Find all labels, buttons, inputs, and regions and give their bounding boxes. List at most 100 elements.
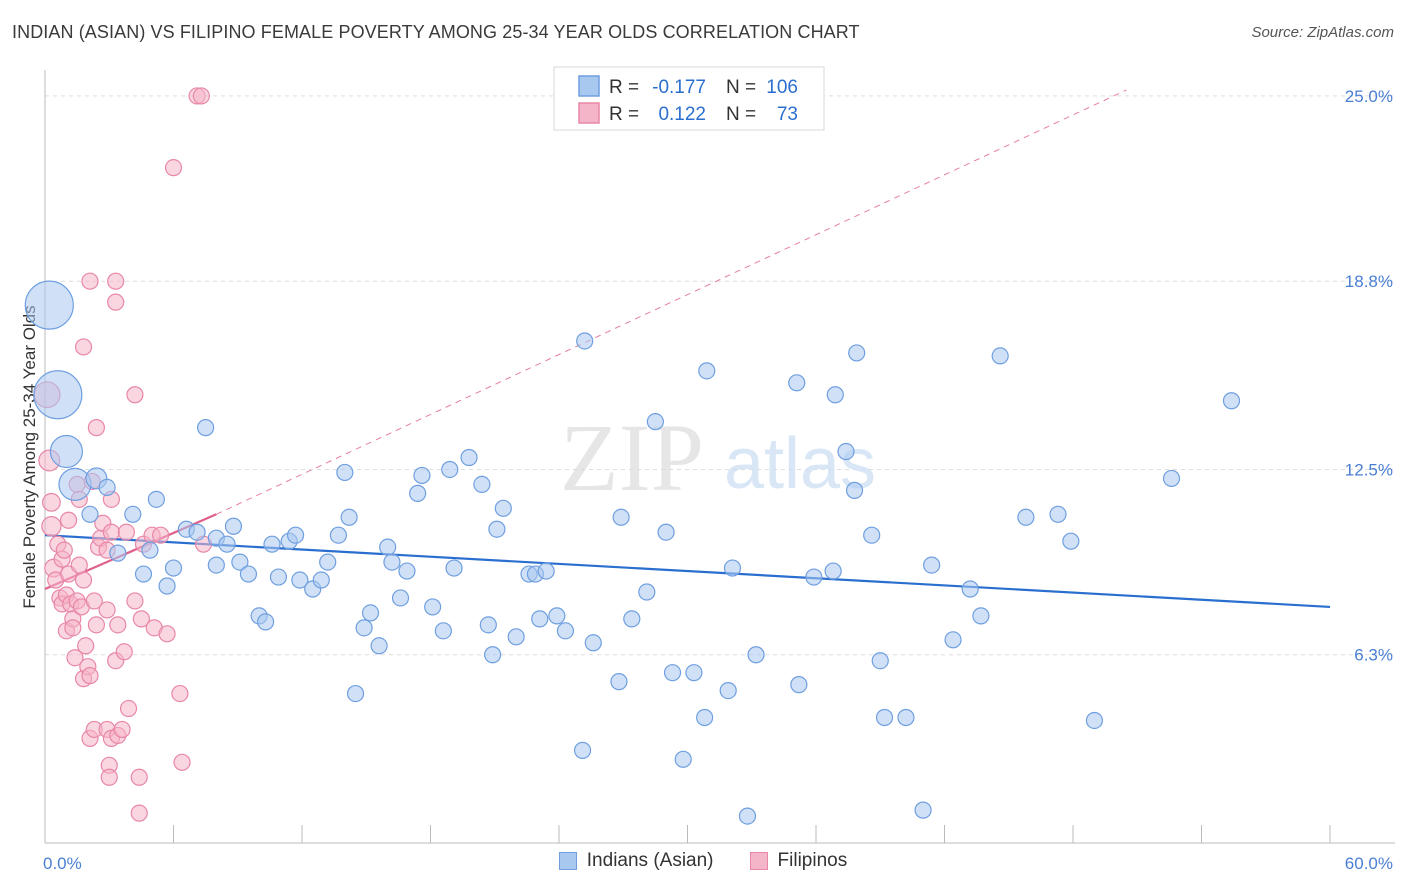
indian-point (346, 684, 365, 703)
indian-point (124, 505, 142, 523)
filipino-point (81, 667, 99, 685)
indian-point (207, 556, 225, 574)
stats-legend-n-value-1: 106 (766, 77, 798, 98)
indian-point (473, 475, 491, 494)
filipino-point (87, 419, 106, 437)
indian-point (494, 499, 512, 517)
indian-point (848, 344, 866, 362)
filipino-point (64, 619, 82, 637)
filipino-point (74, 571, 93, 589)
filipino-point (77, 637, 95, 655)
filipino-point (132, 610, 150, 628)
tick-labels: 6.3% 12.5% 18.8% 25.0% 0.0% 60.0% (43, 87, 1393, 873)
filipino-point (113, 720, 131, 739)
chart-title: INDIAN (ASIAN) VS FILIPINO FEMALE POVERT… (12, 22, 860, 42)
filipino-point (126, 592, 144, 610)
indian-point (914, 801, 932, 819)
stats-legend: R = -0.177 N = 106 R = 0.122 N = 73 (553, 66, 825, 131)
filipino-point (109, 616, 127, 634)
indian-point (81, 505, 99, 523)
indian-point (674, 750, 692, 768)
indian-point (805, 568, 823, 586)
indian-point (1049, 505, 1067, 523)
stats-legend-r-label-1: R = (609, 77, 639, 98)
filipino-point (102, 523, 120, 541)
indian-point (845, 481, 864, 499)
indian-point (231, 553, 249, 571)
legend-label-filipinos: Filipinos (777, 850, 848, 871)
indian-point (788, 374, 806, 392)
filipino-point (130, 768, 148, 786)
indian-point (1222, 392, 1241, 410)
indian-point (507, 628, 525, 646)
indian-point (871, 652, 889, 670)
indian-point (58, 467, 92, 502)
x-tick-label: 0.0% (43, 854, 82, 873)
y-tick-label: 25.0% (1345, 87, 1393, 106)
filipino-point (152, 526, 170, 544)
indian-point (398, 562, 416, 580)
indian-point (698, 362, 716, 380)
indian-point (1062, 532, 1080, 550)
legend-swatch-blue (558, 852, 577, 870)
stats-legend-r-value-1: -0.177 (652, 77, 706, 98)
watermark-zip: ZIP (560, 404, 704, 511)
filipino-point (70, 556, 88, 574)
indian-point (685, 664, 703, 682)
filipino-point (87, 616, 106, 634)
stats-legend-n-value-2: 73 (777, 104, 798, 125)
y-tick-label: 6.3% (1354, 646, 1393, 665)
indian-point (1162, 469, 1181, 488)
filipino-point (85, 592, 103, 610)
indian-point (319, 553, 337, 571)
indian-point (961, 580, 979, 598)
indian-point (197, 419, 215, 437)
indian-point (329, 526, 348, 544)
filipino-point (41, 516, 62, 537)
indian-point (370, 637, 388, 655)
indian-point (424, 598, 442, 616)
indian-point (826, 386, 844, 404)
indian-point (638, 583, 656, 601)
indian-point (263, 535, 281, 553)
filipino-point (81, 272, 99, 290)
indian-point (863, 526, 881, 544)
data-points (24, 87, 1241, 825)
indian-point (355, 619, 373, 637)
indian-point (576, 332, 594, 350)
indian-point (484, 646, 502, 664)
indian-point (239, 565, 258, 583)
stats-legend-n-label-1: N = (726, 77, 756, 98)
indian-point (413, 466, 431, 485)
indian-point (460, 448, 478, 467)
filipino-point (115, 643, 133, 661)
filipino-point (59, 511, 78, 529)
indian-point (24, 280, 74, 330)
indian-point (610, 673, 628, 691)
indian-point (972, 607, 990, 625)
filipino-point (173, 753, 191, 771)
indian-point (379, 538, 397, 556)
legend-swatch-pink (749, 852, 768, 870)
filipino-point (66, 649, 84, 667)
indian-point (391, 589, 410, 607)
legend-label-indians: Indians (Asian) (586, 850, 714, 871)
indian-point (312, 571, 330, 589)
indian-point (663, 664, 682, 682)
indian-point (719, 681, 737, 700)
indian-point (556, 622, 575, 640)
axes (44, 70, 1395, 844)
chart-source: Source: ZipAtlas.com (1251, 24, 1394, 41)
indian-point (188, 523, 206, 541)
indian-point (336, 463, 354, 482)
legend-item-indians: Indians (Asian) (558, 850, 714, 872)
indian-point (224, 517, 243, 535)
indian-point (584, 634, 602, 652)
indian-point (488, 520, 506, 538)
indian-point (409, 484, 427, 502)
y-tick-label: 12.5% (1345, 460, 1393, 479)
filipino-point (74, 338, 93, 356)
stats-legend-r-label-2: R = (609, 104, 639, 125)
indian-point (141, 541, 159, 559)
indian-point (340, 508, 358, 526)
